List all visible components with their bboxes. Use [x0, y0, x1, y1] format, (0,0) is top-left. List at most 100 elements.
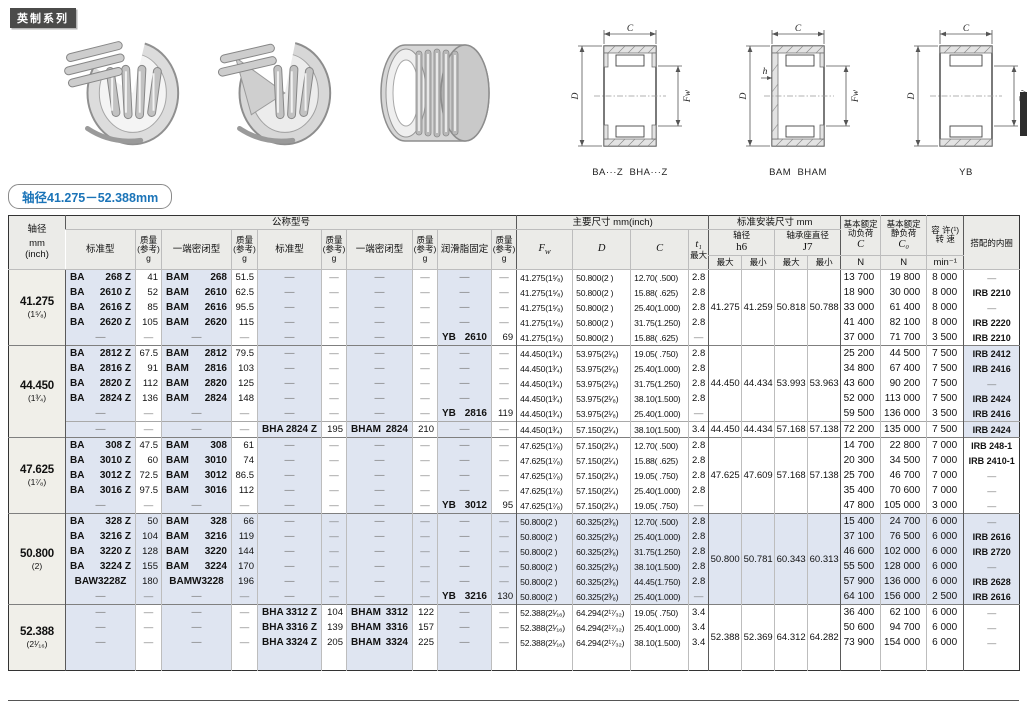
- empty-cell: [135, 650, 162, 671]
- cell-irb: IRB 2416: [963, 406, 1020, 422]
- cell-wt: —: [231, 406, 258, 422]
- cell-wt: 125: [231, 376, 258, 392]
- bearing-photos: [52, 33, 510, 151]
- cell-wt: —: [490, 604, 517, 621]
- cell-t1: 2.8: [688, 468, 709, 484]
- filler-row: [9, 650, 1020, 671]
- cell-wt: —: [321, 391, 347, 407]
- cell-model: —: [437, 620, 492, 636]
- cell-model: —: [437, 315, 492, 331]
- cell-model: —: [257, 574, 322, 590]
- cell-wt: —: [412, 391, 438, 407]
- cell-dim: 25.40(1.000): [630, 361, 689, 377]
- dim-label-fw: Fw: [851, 89, 861, 103]
- cell-model: —: [346, 468, 413, 484]
- col-header-grease-retained: 润滑脂固定: [437, 229, 492, 271]
- cell-dim: 47.625(1⁷⁄₈): [516, 498, 573, 514]
- cell-model: —: [346, 406, 413, 422]
- cell-model: —: [437, 635, 492, 651]
- cell-model: —: [161, 421, 232, 438]
- cell-irb: —: [963, 498, 1020, 514]
- cell-model: BAM 2620: [161, 315, 232, 331]
- cell-t1: 3.4: [688, 421, 709, 438]
- cell-load: 36 400: [840, 604, 881, 621]
- cell-speed: 6 000: [926, 559, 964, 575]
- cell-irb: IRB 2616: [963, 529, 1020, 545]
- cell-wt: 128: [135, 544, 162, 560]
- dim-label-c: C: [627, 24, 634, 34]
- cell-dim: 50.800(2 ): [516, 544, 573, 560]
- cell-model: YB 2816: [437, 406, 492, 422]
- cell-model: —: [161, 406, 232, 422]
- table-row: BA 2820 Z 112 BAM 2820 125— — — — — —44.450(1³⁄₄) 5…: [9, 376, 1020, 392]
- cell-model: —: [257, 559, 322, 575]
- cell-load: 30 000: [880, 285, 927, 301]
- cell-model: BHA 2824 Z: [257, 421, 322, 438]
- cell-model: —: [437, 559, 492, 575]
- cell-speed: 6 000: [926, 604, 964, 621]
- cell-dim: 64.294(2¹⁷⁄₃₂): [572, 635, 631, 651]
- empty-cell: [630, 650, 689, 671]
- cell-dim: 19.05( .750): [630, 468, 689, 484]
- cell-load: 14 700: [840, 437, 881, 454]
- cell-wt: —: [412, 529, 438, 545]
- cell-irb: —: [963, 483, 1020, 499]
- cell-wt: —: [321, 315, 347, 331]
- cell-dim: 50.800(2 ): [572, 330, 631, 346]
- cell-irb: IRB 2210: [963, 285, 1020, 301]
- cell-wt: 47.5: [135, 437, 162, 454]
- cell-model: —: [346, 437, 413, 454]
- cell-model: —: [346, 376, 413, 392]
- cell-wt: —: [490, 361, 517, 377]
- cell-model: —: [437, 453, 492, 469]
- cell-model: YB 3216: [437, 589, 492, 605]
- empty-cell: [321, 650, 347, 671]
- cell-model: —: [437, 437, 492, 454]
- cell-load: 52 000: [840, 391, 881, 407]
- mount-dimension-cell: 57.138: [807, 437, 841, 514]
- empty-cell: [257, 650, 322, 671]
- col-header-d: D: [572, 229, 631, 271]
- cell-model: BA 2812 Z: [65, 345, 136, 362]
- col-header-standard-type: 标准型: [65, 229, 136, 271]
- empty-cell: [346, 650, 413, 671]
- cell-t1: —: [688, 589, 709, 605]
- cell-model: BA 3012 Z: [65, 468, 136, 484]
- cell-dim: 44.450(1³⁄₄): [516, 391, 573, 407]
- cell-dim: 57.150(2¹⁄₄): [572, 483, 631, 499]
- cell-load: 41 400: [840, 315, 881, 331]
- cell-model: —: [257, 406, 322, 422]
- bearing-photo-open-cup-icon: [55, 33, 180, 146]
- empty-cell: [65, 650, 136, 671]
- cell-dim: 52.388(2¹⁄₁₆): [516, 620, 573, 636]
- cell-wt: —: [412, 453, 438, 469]
- cell-speed: 7 500: [926, 421, 964, 438]
- shaft-diameter-cell: 41.275 (1⁵⁄₈): [8, 269, 66, 346]
- cell-wt: —: [231, 604, 258, 621]
- col-header-main-dimensions: 主要尺寸 mm(inch): [516, 215, 709, 231]
- col-header-mounting-dimensions: 标准安装尺寸 mm: [708, 215, 841, 231]
- diagram-ba-bha: C D Fw BA···Z BHA···Z: [566, 22, 694, 178]
- cell-model: —: [346, 513, 413, 530]
- col-header-sealed-type: 一端密闭型: [346, 229, 413, 271]
- cell-speed: 8 000: [926, 285, 964, 301]
- mount-dimension-cell: 50.788: [807, 269, 841, 346]
- cell-wt: —: [231, 620, 258, 636]
- col-header-mass: 质量 (参考) g: [135, 229, 162, 271]
- cell-model: —: [346, 498, 413, 514]
- cell-speed: 3 000: [926, 498, 964, 514]
- cell-wt: —: [490, 453, 517, 469]
- cell-load: 37 000: [840, 330, 881, 346]
- cell-t1: —: [688, 498, 709, 514]
- cell-speed: 7 500: [926, 391, 964, 407]
- mount-dimension-cell: 53.963: [807, 345, 841, 422]
- cell-wt: 104: [135, 529, 162, 545]
- table-row: BA 3012 Z 72.5 BAM 3012 86.5— — — — — —47.625(1⁷⁄₈…: [9, 468, 1020, 484]
- cell-t1: 2.8: [688, 361, 709, 377]
- cell-load: 128 000: [880, 559, 927, 575]
- cell-wt: —: [490, 544, 517, 560]
- cell-wt: —: [231, 589, 258, 605]
- cell-dim: 50.800(2 ): [572, 315, 631, 331]
- cell-wt: —: [490, 285, 517, 301]
- cell-wt: 103: [231, 361, 258, 377]
